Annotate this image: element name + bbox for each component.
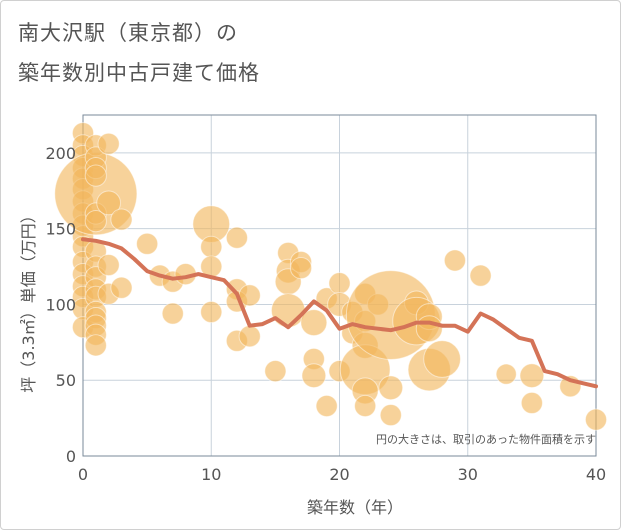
y-axis-label: 坪（3.3㎡）単価（万円） — [19, 207, 38, 392]
data-bubble — [378, 375, 404, 401]
data-bubble — [354, 394, 377, 418]
data-bubble — [495, 363, 517, 385]
y-tick-label: 200 — [45, 144, 76, 163]
data-bubble — [264, 360, 287, 383]
y-tick-label: 100 — [45, 295, 76, 314]
bubble-layer — [54, 122, 608, 431]
data-bubble — [84, 209, 107, 233]
data-bubble — [301, 363, 327, 389]
data-bubble — [200, 300, 223, 324]
data-bubble — [379, 403, 402, 427]
x-tick-label: 10 — [201, 465, 221, 484]
data-bubble — [584, 408, 608, 431]
data-bubble — [200, 235, 223, 258]
data-bubble — [469, 264, 492, 287]
data-bubble — [238, 325, 261, 348]
data-bubble — [136, 232, 159, 255]
data-bubble — [97, 132, 120, 155]
chart-title-line2: 築年数別中古戸建て価格 — [18, 61, 260, 85]
y-tick-label: 150 — [45, 220, 76, 239]
chart-title-line1: 南大沢駅（東京都）の — [18, 21, 238, 45]
data-bubble — [270, 293, 306, 328]
data-bubble — [415, 315, 443, 343]
data-bubble — [443, 249, 467, 272]
tick-labels: 0 50 100 150 200 0 10 20 30 40 — [45, 144, 606, 484]
data-bubble — [161, 302, 184, 325]
data-bubble — [519, 363, 545, 389]
x-tick-label: 0 — [78, 465, 88, 484]
data-bubble — [225, 226, 248, 249]
data-bubble — [96, 190, 122, 216]
data-bubble — [423, 340, 462, 378]
x-axis-label: 築年数（年） — [307, 498, 403, 517]
data-bubble — [84, 164, 107, 187]
data-bubble — [289, 256, 313, 280]
size-legend-note: 円の大きさは、取引のあった物件面積を示す — [376, 432, 596, 446]
data-bubble — [520, 391, 543, 415]
x-tick-label: 20 — [329, 465, 349, 484]
x-tick-label: 40 — [586, 465, 606, 484]
data-bubble — [300, 309, 328, 337]
data-bubble — [110, 276, 133, 299]
data-bubble — [97, 253, 120, 277]
x-tick-label: 30 — [458, 465, 478, 484]
data-bubble — [315, 394, 338, 418]
data-bubble — [328, 272, 351, 295]
trend-line — [81, 237, 598, 389]
data-bubble — [84, 334, 107, 357]
y-tick-label: 50 — [56, 371, 76, 390]
data-bubble — [110, 208, 133, 231]
y-tick-label: 0 — [66, 447, 76, 466]
